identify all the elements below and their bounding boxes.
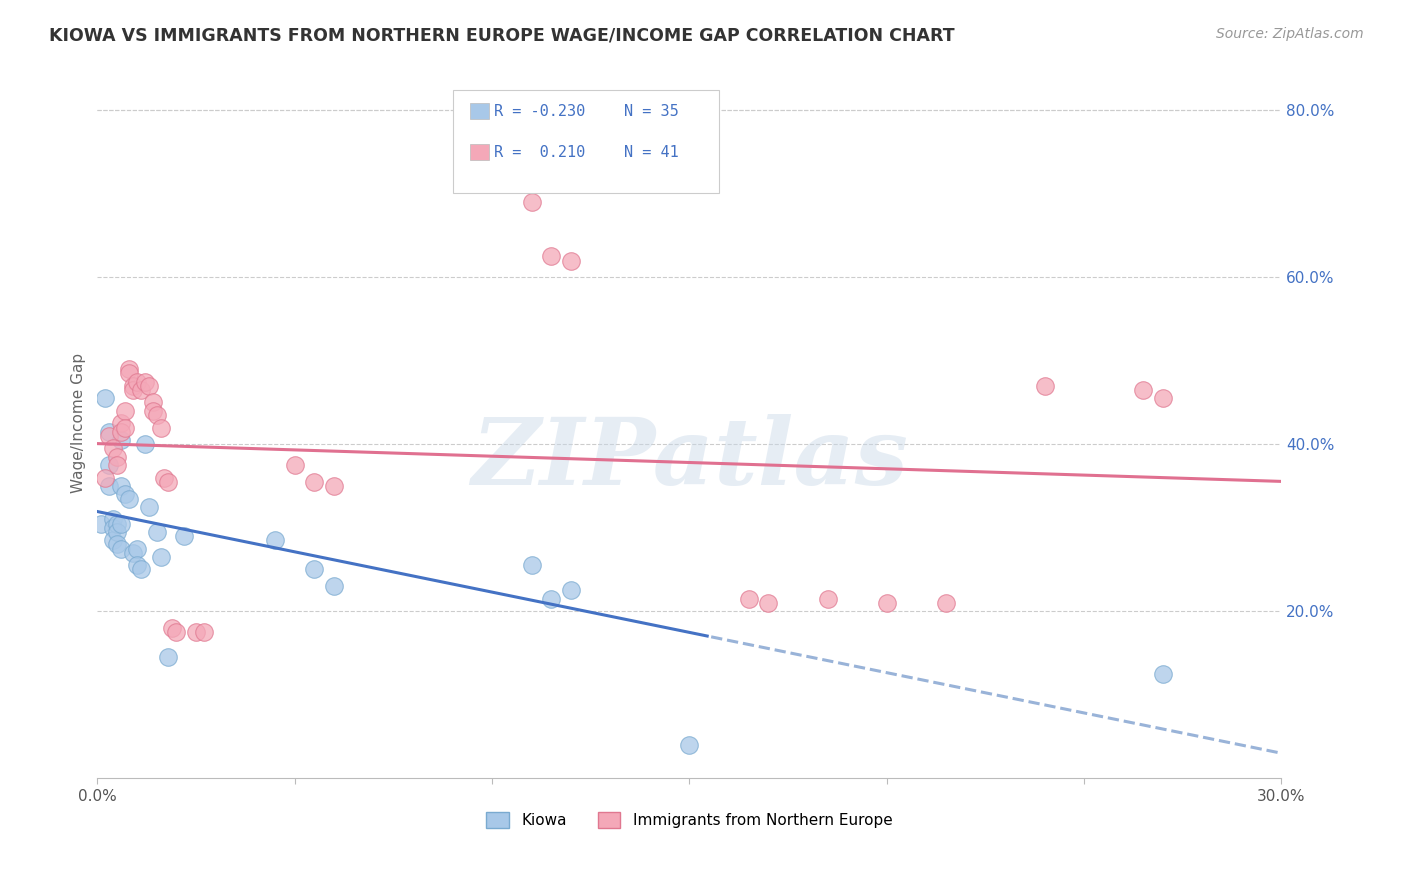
Point xyxy=(114,404,136,418)
Point xyxy=(118,362,141,376)
Point xyxy=(105,450,128,464)
Point xyxy=(817,591,839,606)
Point xyxy=(1033,379,1056,393)
Point xyxy=(122,379,145,393)
Point xyxy=(264,533,287,548)
Y-axis label: Wage/Income Gap: Wage/Income Gap xyxy=(72,353,86,493)
Point xyxy=(118,491,141,506)
Point xyxy=(153,470,176,484)
Point xyxy=(114,487,136,501)
Point xyxy=(98,429,121,443)
Point xyxy=(90,516,112,531)
Point xyxy=(114,420,136,434)
FancyBboxPatch shape xyxy=(453,90,718,193)
Point xyxy=(142,404,165,418)
Point xyxy=(101,442,124,456)
Point xyxy=(138,500,160,514)
FancyBboxPatch shape xyxy=(471,145,488,160)
Point xyxy=(520,558,543,573)
Text: Source: ZipAtlas.com: Source: ZipAtlas.com xyxy=(1216,27,1364,41)
Point xyxy=(101,512,124,526)
Point xyxy=(756,596,779,610)
Point xyxy=(98,479,121,493)
Point xyxy=(122,546,145,560)
Point xyxy=(110,516,132,531)
Point xyxy=(129,562,152,576)
Text: R = -0.230: R = -0.230 xyxy=(494,103,585,119)
Point xyxy=(1152,392,1174,406)
Point xyxy=(540,591,562,606)
Point xyxy=(110,417,132,431)
Point xyxy=(125,375,148,389)
Point xyxy=(323,579,346,593)
Point xyxy=(323,479,346,493)
Point xyxy=(284,458,307,472)
Point xyxy=(193,625,215,640)
Point xyxy=(138,379,160,393)
Point xyxy=(94,470,117,484)
Point xyxy=(520,195,543,210)
Point xyxy=(304,562,326,576)
Point xyxy=(134,437,156,451)
Point xyxy=(145,408,167,422)
Point xyxy=(157,475,180,489)
Point xyxy=(935,596,957,610)
Point xyxy=(122,383,145,397)
Point xyxy=(165,625,187,640)
Point xyxy=(173,529,195,543)
Point xyxy=(145,524,167,539)
Point xyxy=(560,583,582,598)
Point xyxy=(134,375,156,389)
Point xyxy=(94,392,117,406)
Point xyxy=(101,521,124,535)
Point xyxy=(110,433,132,447)
Point xyxy=(110,425,132,439)
Point xyxy=(129,383,152,397)
Point xyxy=(105,524,128,539)
Point xyxy=(304,475,326,489)
Point xyxy=(101,533,124,548)
Point xyxy=(876,596,898,610)
Point xyxy=(560,253,582,268)
Point xyxy=(737,591,759,606)
Point xyxy=(142,395,165,409)
Point xyxy=(1152,666,1174,681)
Text: N = 41: N = 41 xyxy=(624,145,679,160)
Text: R =  0.210: R = 0.210 xyxy=(494,145,585,160)
Legend: Kiowa, Immigrants from Northern Europe: Kiowa, Immigrants from Northern Europe xyxy=(481,806,898,834)
Point xyxy=(110,541,132,556)
Point xyxy=(1132,383,1154,397)
Point xyxy=(118,366,141,380)
Point xyxy=(184,625,207,640)
Point xyxy=(540,249,562,263)
Point xyxy=(110,479,132,493)
Text: KIOWA VS IMMIGRANTS FROM NORTHERN EUROPE WAGE/INCOME GAP CORRELATION CHART: KIOWA VS IMMIGRANTS FROM NORTHERN EUROPE… xyxy=(49,27,955,45)
Point xyxy=(105,458,128,472)
Point xyxy=(105,537,128,551)
Point xyxy=(98,425,121,439)
Text: N = 35: N = 35 xyxy=(624,103,679,119)
Point xyxy=(162,621,184,635)
Point xyxy=(149,420,172,434)
FancyBboxPatch shape xyxy=(471,103,488,119)
Point xyxy=(105,516,128,531)
Text: ZIPatlas: ZIPatlas xyxy=(471,414,908,504)
Point xyxy=(125,558,148,573)
Point xyxy=(149,549,172,564)
Point xyxy=(678,738,700,752)
Point xyxy=(157,650,180,665)
Point xyxy=(98,458,121,472)
Point xyxy=(125,541,148,556)
